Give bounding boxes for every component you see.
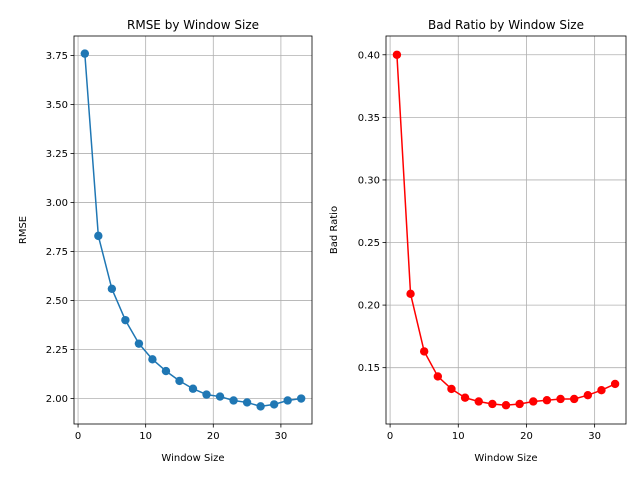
y-tick-label: 3.75 <box>46 51 68 62</box>
x-tick-label: 0 <box>75 431 81 442</box>
data-point <box>148 355 157 364</box>
data-point <box>460 393 470 402</box>
axes-frame <box>385 35 627 425</box>
x-tick-label: 0 <box>387 431 393 442</box>
y-axis-label: Bad Ratio <box>329 206 340 254</box>
data-point <box>474 397 483 406</box>
x-tick-label: 10 <box>452 431 465 442</box>
chart-title: RMSE by Window Size <box>127 18 259 32</box>
y-tick-label: 2.00 <box>46 394 68 405</box>
x-axis-label: Window Size <box>474 453 537 464</box>
data-point <box>134 339 144 348</box>
data-point <box>419 347 429 356</box>
data-point <box>215 392 225 401</box>
y-axis-label: RMSE <box>18 216 29 244</box>
x-tick-label: 20 <box>207 431 220 442</box>
data-point <box>610 379 620 389</box>
data-point <box>406 289 415 299</box>
data-point <box>229 396 238 405</box>
axes-frame <box>73 35 313 425</box>
data-point <box>188 384 198 393</box>
data-point <box>107 284 117 293</box>
y-tick-label: 0.20 <box>358 301 380 312</box>
y-tick-label: 0.15 <box>358 363 380 374</box>
x-tick-label: 10 <box>139 431 152 442</box>
data-point <box>269 400 279 409</box>
data-point <box>296 394 306 403</box>
y-tick-label: 2.50 <box>46 296 68 307</box>
data-point <box>202 390 211 399</box>
data-point <box>542 396 552 405</box>
data-point <box>242 398 252 407</box>
data-point <box>529 397 538 406</box>
y-tick-label: 3.00 <box>46 198 68 209</box>
data-point <box>256 402 265 411</box>
data-point <box>556 394 565 404</box>
data-point <box>392 50 402 59</box>
data-point <box>501 401 511 410</box>
data-point <box>80 49 90 58</box>
y-tick-label: 0.25 <box>358 238 380 249</box>
y-tick-label: 3.25 <box>46 149 68 160</box>
rmse-chart-panel: 0 10 20 30 2.00 2.25 2.50 2.75 3.00 3.25 3.50 3.75 R… <box>18 18 313 464</box>
data-point <box>94 231 103 241</box>
data-point <box>175 376 184 386</box>
y-tick-label: 0.35 <box>358 113 380 124</box>
data-point <box>121 315 130 325</box>
y-tick-label: 2.75 <box>46 247 68 258</box>
data-point <box>433 372 443 381</box>
chart-title: Bad Ratio by Window Size <box>428 18 584 32</box>
data-point <box>597 386 606 395</box>
x-tick-label: 20 <box>520 431 533 442</box>
y-tick-label: 3.50 <box>46 100 68 111</box>
x-axis-label: Window Size <box>161 453 224 464</box>
y-tick-label: 0.30 <box>358 175 380 186</box>
data-point <box>583 391 593 400</box>
data-point <box>161 366 171 376</box>
x-tick-label: 30 <box>588 431 601 442</box>
x-tick-label: 30 <box>275 431 288 442</box>
y-tick-label: 2.25 <box>46 345 68 356</box>
data-point <box>447 384 456 394</box>
data-point <box>515 399 524 409</box>
y-tick-label: 0.40 <box>358 50 380 61</box>
bad-ratio-chart-panel: 0 10 20 30 0.15 0.20 0.25 0.30 0.35 0.40 Bad Ratio… <box>329 18 627 464</box>
data-point <box>283 396 292 405</box>
data-point <box>569 394 579 404</box>
data-point <box>488 399 497 409</box>
